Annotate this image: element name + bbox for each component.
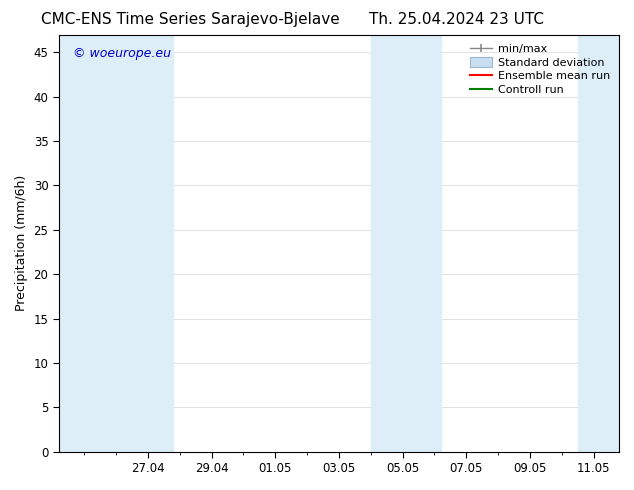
Bar (59, 35, 174, 452)
Bar (578, 35, 619, 452)
Bar (371, 35, 441, 452)
Y-axis label: Precipitation (mm/6h): Precipitation (mm/6h) (15, 175, 28, 311)
Text: Th. 25.04.2024 23 UTC: Th. 25.04.2024 23 UTC (369, 12, 544, 27)
Text: © woeurope.eu: © woeurope.eu (73, 47, 171, 60)
Text: CMC-ENS Time Series Sarajevo-Bjelave: CMC-ENS Time Series Sarajevo-Bjelave (41, 12, 340, 27)
Legend: min/max, Standard deviation, Ensemble mean run, Controll run: min/max, Standard deviation, Ensemble me… (467, 40, 614, 98)
